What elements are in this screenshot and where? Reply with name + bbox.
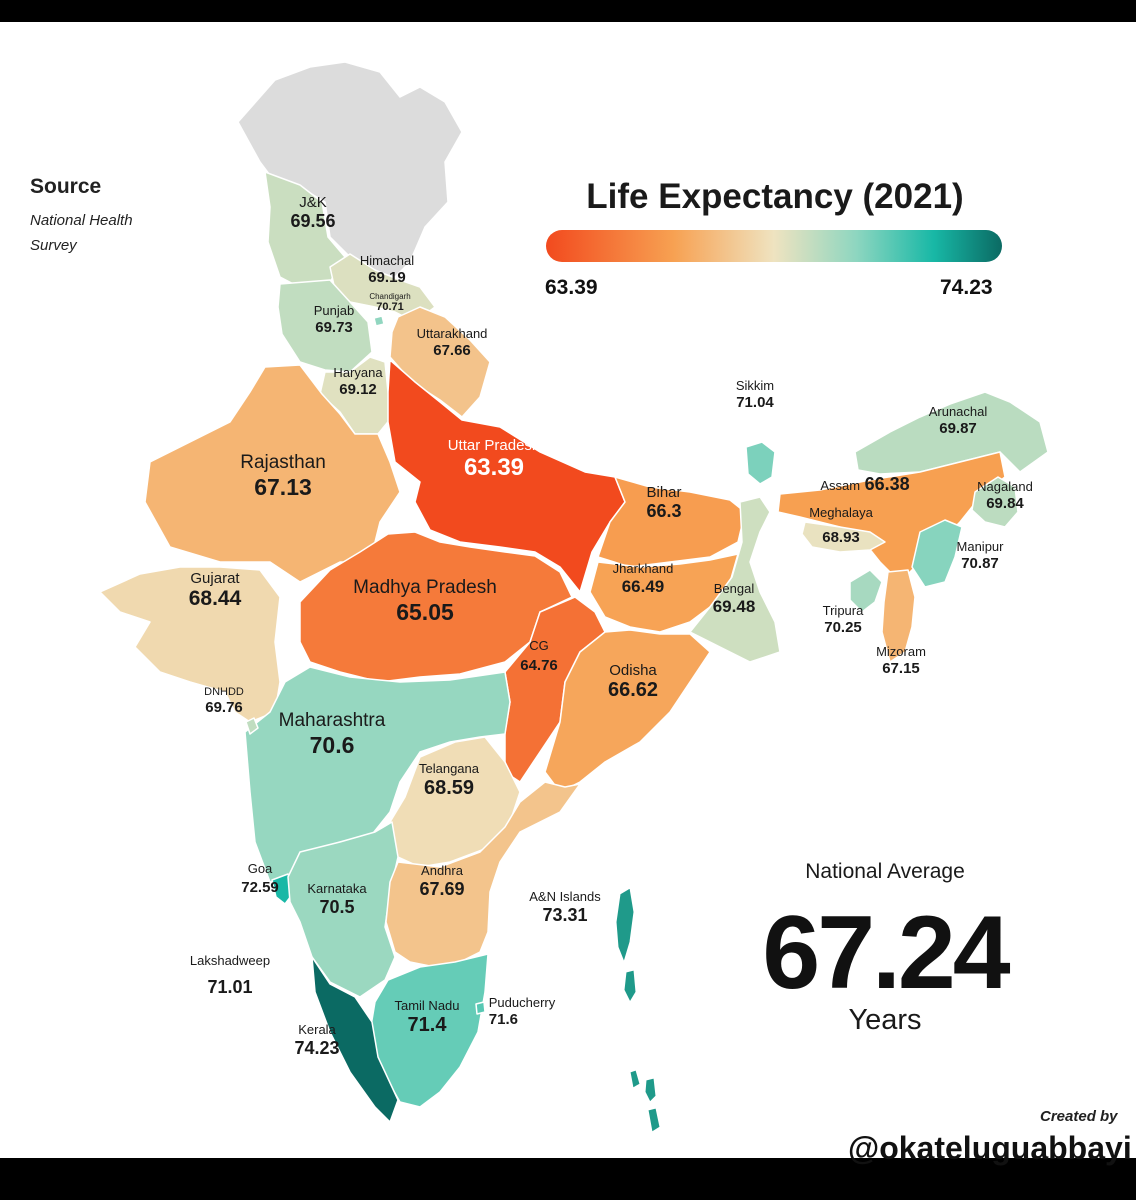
legend-min-label: 63.39 xyxy=(545,276,598,299)
region-puducherry[interactable] xyxy=(475,1001,486,1015)
label-mizoram: Mizoram 67.15 xyxy=(876,644,926,677)
region-bengal[interactable] xyxy=(689,496,781,663)
map-canvas: Source National Health Survey Life Expec… xyxy=(0,22,1136,1166)
label-goa: Goa 72.59 xyxy=(241,861,279,896)
label-sikkim: Sikkim 71.04 xyxy=(735,378,775,411)
label-andhra: Andhra 67.69 xyxy=(419,863,465,899)
region-chandigarh[interactable] xyxy=(373,315,385,327)
label-odisha: Odisha 66.62 xyxy=(607,662,659,702)
label-puducherry: Puducherry 71.6 xyxy=(488,995,556,1028)
credit-line: Created by xyxy=(1040,1108,1118,1125)
label-bengal: Bengal 69.48 xyxy=(712,581,756,616)
label-rajasthan: Rajasthan 67.13 xyxy=(240,452,326,500)
label-tamil-nadu: Tamil Nadu 71.4 xyxy=(394,998,460,1036)
source-text: National Health Survey xyxy=(30,212,133,254)
label-jharkhand: Jharkhand 66.49 xyxy=(612,561,674,596)
national-average-unit: Years xyxy=(848,1004,922,1036)
label-dnhdd: DNHDD 69.76 xyxy=(204,686,244,716)
region-uttar-pradesh[interactable] xyxy=(387,359,626,593)
region-odisha[interactable] xyxy=(544,629,711,793)
label-jk: J&K 69.56 xyxy=(290,194,336,232)
label-himachal: Himachal 69.19 xyxy=(359,253,415,286)
label-kerala: Kerala 74.23 xyxy=(294,1022,340,1058)
region-manipur[interactable] xyxy=(911,519,963,588)
region-kerala[interactable] xyxy=(311,956,399,1123)
andaman-islands xyxy=(615,887,661,1133)
label-telangana: Telangana 68.59 xyxy=(419,761,479,799)
label-an-islands: A&N Islands 73.31 xyxy=(529,889,601,925)
label-punjab: Punjab 69.73 xyxy=(313,303,355,336)
label-tripura: Tripura 70.25 xyxy=(822,603,864,636)
region-madhya-pradesh[interactable] xyxy=(299,531,573,683)
label-uttar-pradesh: Uttar Pradesh 63.39 xyxy=(447,437,541,482)
label-lakshadweep: Lakshadweep 71.01 xyxy=(189,953,271,997)
region-uttarakhand[interactable] xyxy=(389,306,491,418)
source-heading: Source xyxy=(30,175,102,198)
label-uttarakhand: Uttarakhand 67.66 xyxy=(416,326,488,359)
label-chandigarh: Chandigarh 70.71 xyxy=(369,292,411,314)
label-meghalaya: Meghalaya 68.93 xyxy=(809,505,873,546)
region-nagaland[interactable] xyxy=(971,476,1019,528)
region-meghalaya[interactable] xyxy=(801,521,886,553)
label-arunachal: Arunachal 69.87 xyxy=(928,404,988,437)
label-bihar: Bihar 66.3 xyxy=(646,484,682,522)
region-sikkim[interactable] xyxy=(745,441,776,485)
region-mizoram[interactable] xyxy=(881,569,916,663)
label-assam: Assam 66.38 xyxy=(820,474,910,494)
label-manipur: Manipur 70.87 xyxy=(956,539,1004,572)
india-map xyxy=(99,61,1049,1133)
label-madhya-pradesh: Madhya Pradesh 65.05 xyxy=(353,577,497,625)
label-maharashtra: Maharashtra 70.6 xyxy=(278,710,386,758)
label-nagaland: Nagaland 69.84 xyxy=(977,479,1033,512)
label-chhattisgarh: CG 64.76 xyxy=(520,638,558,674)
region-rajasthan[interactable] xyxy=(144,364,401,583)
label-karnataka: Karnataka 70.5 xyxy=(307,881,367,917)
region-gujarat[interactable] xyxy=(99,566,281,723)
color-scale-bar xyxy=(546,230,1002,262)
region-bihar[interactable] xyxy=(597,476,746,568)
region-andhra[interactable] xyxy=(385,781,581,968)
chart-title: Life Expectancy (2021) xyxy=(586,177,964,216)
label-gujarat: Gujarat 68.44 xyxy=(188,570,242,611)
region-dnhdd[interactable] xyxy=(245,717,259,735)
region-karnataka[interactable] xyxy=(287,821,399,998)
region-tripura[interactable] xyxy=(849,569,883,613)
label-haryana: Haryana 69.12 xyxy=(333,365,383,398)
credit-handle[interactable]: @okateluguabbayi xyxy=(848,1130,1132,1166)
national-average-label: National Average xyxy=(805,860,965,883)
region-arunachal[interactable] xyxy=(854,391,1049,475)
legend-max-label: 74.23 xyxy=(940,276,993,299)
national-average-value: 67.24 xyxy=(762,895,1010,1011)
